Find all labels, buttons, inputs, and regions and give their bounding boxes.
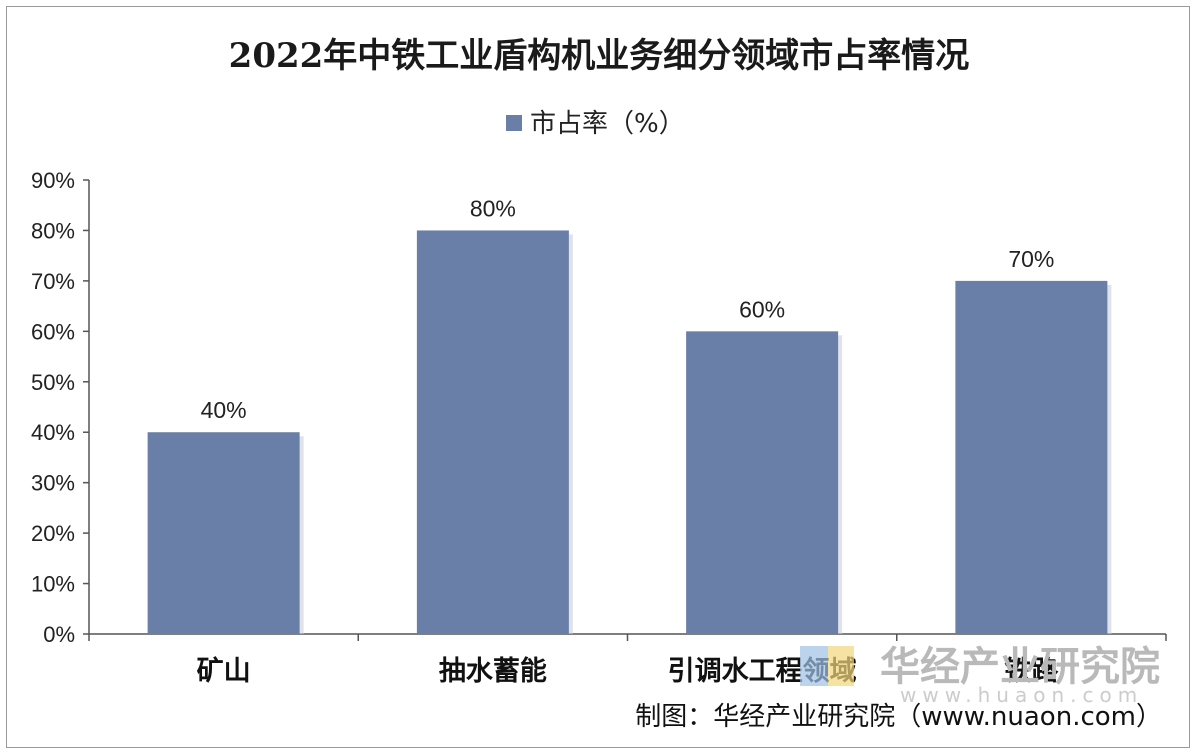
watermark-text: 华经产业研究院	[880, 644, 1160, 690]
category-label: 矿山	[197, 655, 251, 687]
y-tick-label: 30%	[31, 471, 75, 496]
x-axis	[88, 633, 1167, 641]
watermark-logo-blue	[800, 646, 828, 686]
data-label: 60%	[739, 296, 785, 322]
watermark-url: www.huaon.com	[900, 683, 1143, 707]
watermark: 华经产业研究院 www.huaon.com	[800, 644, 1160, 707]
y-axis: 0% 10% 20% 30% 40% 50% 60% 70% 80% 90%	[31, 168, 90, 647]
bar	[686, 331, 839, 634]
watermark-logo-yellow	[828, 646, 854, 686]
y-tick-label: 50%	[31, 370, 75, 395]
bar	[416, 230, 569, 634]
data-labels: 40% 80% 60% 70%	[201, 195, 1055, 423]
y-tick-label: 40%	[31, 420, 75, 445]
y-tick-label: 70%	[31, 269, 75, 294]
chart-title: 2022年中铁工业盾构机业务细分领域市占率情况	[229, 36, 970, 76]
y-tick-label: 60%	[31, 319, 75, 344]
data-label: 40%	[201, 397, 247, 423]
source-note: 制图：华经产业研究院（www.nuaon.com）	[635, 702, 1162, 732]
category-labels: 矿山 抽水蓄能 引调水工程领域 铁路	[197, 655, 1060, 687]
data-label: 70%	[1008, 246, 1054, 272]
y-tick-label: 0%	[43, 622, 75, 647]
legend: 市占率（%）	[506, 109, 685, 139]
bar	[955, 280, 1108, 634]
bar	[147, 432, 300, 634]
y-tick-label: 90%	[31, 168, 75, 193]
y-tick-label: 20%	[31, 521, 75, 546]
category-label: 铁路	[1004, 655, 1059, 687]
category-label: 抽水蓄能	[439, 655, 547, 687]
y-tick-label: 10%	[31, 572, 75, 597]
bars	[147, 230, 1112, 634]
y-tick-label: 80%	[31, 218, 75, 243]
legend-swatch	[506, 115, 522, 131]
legend-label: 市占率（%）	[530, 109, 685, 139]
data-label: 80%	[470, 195, 516, 221]
